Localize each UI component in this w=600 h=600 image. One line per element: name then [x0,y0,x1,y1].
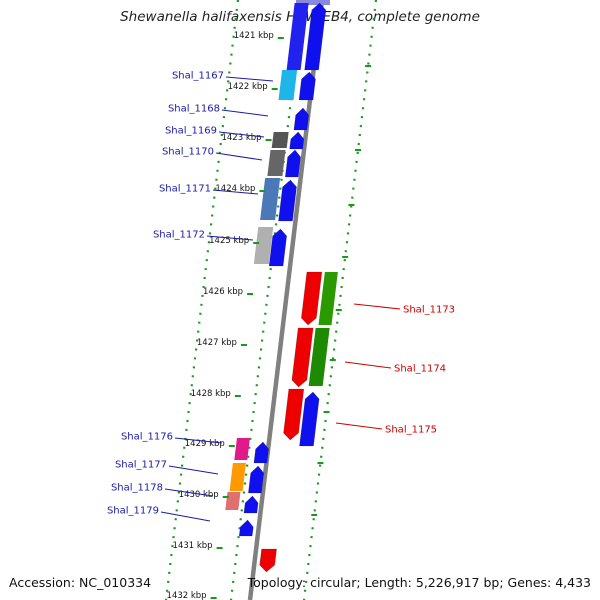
forward-arrow-1168 [293,107,310,131]
label-leader-line [218,131,265,138]
forward-arrow-1171 [278,179,297,222]
reverse-arrow-1174 [291,327,314,388]
feature-blocks [225,2,338,573]
label-leader-line [174,437,223,444]
forward-arrow-1176 [253,441,269,464]
scale-tick-label: 1428 kbp [191,389,231,399]
dotted-line-inner [164,0,240,600]
label-leader-line [212,189,259,195]
label-leader-line [344,361,392,369]
label-leader-line [215,152,263,161]
label-leader-line [225,76,274,82]
gene-label-shal-1168[interactable]: Shal_1168 [168,104,220,115]
forward-arrow-1178 [243,495,259,514]
gene-label-shal-1179[interactable]: Shal_1179 [107,506,159,517]
cog-block-1174 [308,328,330,386]
scale-tick-label: 1426 kbp [203,287,243,297]
scale-tick-label: 1425 kbp [209,236,249,246]
scale-tick-label: 1421 kbp [234,31,274,41]
forward-arrow-1172 [268,228,287,267]
gene-label-shal-1172[interactable]: Shal_1172 [153,230,205,241]
cog-block-1166 [286,3,309,70]
reverse-arrow-1173 [301,271,323,326]
cog-block-1169 [271,132,289,148]
cog-block-1173 [318,272,338,325]
scale-tick-label: 1429 kbp [185,439,225,449]
cog-block-1176 [234,438,250,460]
gene-label-shal-1177[interactable]: Shal_1177 [115,460,167,471]
gene-label-shal-1171[interactable]: Shal_1171 [159,184,211,195]
cog-block-1178 [225,492,241,510]
label-leader-line [168,465,219,475]
scale-tick-label: 1431 kbp [173,541,213,551]
gene-labels: Shal_1167 Shal_1168 Shal_1169 Shal_1170 Shal… [107,71,455,522]
scale-tick-label: 1424 kbp [215,184,255,194]
dotted-line-outer [302,0,378,600]
reverse-arrow-1175 [283,388,305,441]
cog-block-1167 [278,70,298,100]
label-leader-line [164,488,214,497]
forward-arrow-1169 [289,131,305,150]
dotted-track-lines [164,0,378,600]
scale-tick-label: 1432 kbp [167,591,207,600]
gene-label-shal-1173[interactable]: Shal_1173 [403,305,455,316]
gene-label-shal-1176[interactable]: Shal_1176 [121,432,173,443]
cog-block-1171 [260,178,281,220]
scale-tick-label: 1430 kbp [179,490,219,500]
label-leader-line [221,109,269,117]
feature-top-fragment [296,0,330,5]
scale-ticks: 1421 kbp 1422 kbp 1423 kbp 1424 kbp 1425 kbp… [167,31,372,600]
label-leader-line [335,422,383,430]
forward-arrow-1179 [238,519,254,537]
gene-label-shal-1167[interactable]: Shal_1167 [172,71,224,82]
label-leader-line [353,303,401,310]
reverse-arrow-1180 [259,548,277,573]
scale-tick-label: 1422 kbp [228,82,268,92]
accession-text: Accession: NC_010334 [9,575,152,590]
gene-label-shal-1178[interactable]: Shal_1178 [111,483,163,494]
topology-summary: Topology: circular; Length: 5,226,917 bp… [247,575,591,590]
forward-arrow-1177 [248,465,265,494]
scale-tick-label: 1427 kbp [197,338,237,348]
cog-block-1177 [229,463,246,491]
cog-block-1170 [267,150,286,176]
gene-label-shal-1175[interactable]: Shal_1175 [385,425,437,436]
forward-arrow-1167 [298,71,316,101]
scale-tick-label: 1423 kbp [221,133,261,143]
forward-arrow-1166 [304,2,327,71]
cog-block-1172 [253,227,274,264]
gene-label-shal-1170[interactable]: Shal_1170 [162,147,214,158]
gene-label-shal-1169[interactable]: Shal_1169 [165,126,217,137]
forward-arrow-1170 [284,149,301,178]
gene-label-shal-1174[interactable]: Shal_1174 [394,364,446,375]
forward-arrow-1175 [299,391,320,447]
label-leader-line [160,511,211,522]
label-leader-line [206,235,254,241]
